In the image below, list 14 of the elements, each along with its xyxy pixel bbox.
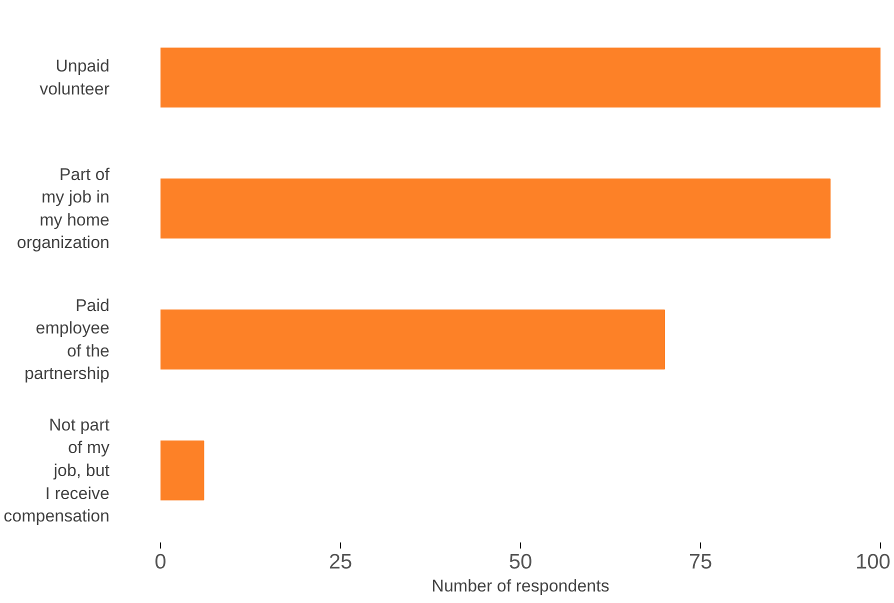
bar	[160, 48, 880, 108]
bar	[160, 310, 665, 370]
x-tick-label: 100	[855, 550, 891, 574]
y-tick-label: Paid employee of the partnership	[24, 296, 110, 384]
x-tick-label: 75	[688, 550, 712, 574]
x-axis-title: Number of respondents	[432, 576, 610, 596]
x-tick-label: 50	[508, 550, 532, 574]
x-tick-label: 0	[154, 550, 166, 574]
y-tick-label: Not part of my job, but I receive compensation	[4, 415, 110, 526]
bar	[160, 178, 831, 238]
y-tick-label: Part of my job in my home organization	[16, 164, 110, 252]
x-tick-label: 25	[328, 550, 352, 574]
bar	[160, 440, 204, 500]
y-tick-label: Unpaid volunteer	[40, 56, 110, 98]
